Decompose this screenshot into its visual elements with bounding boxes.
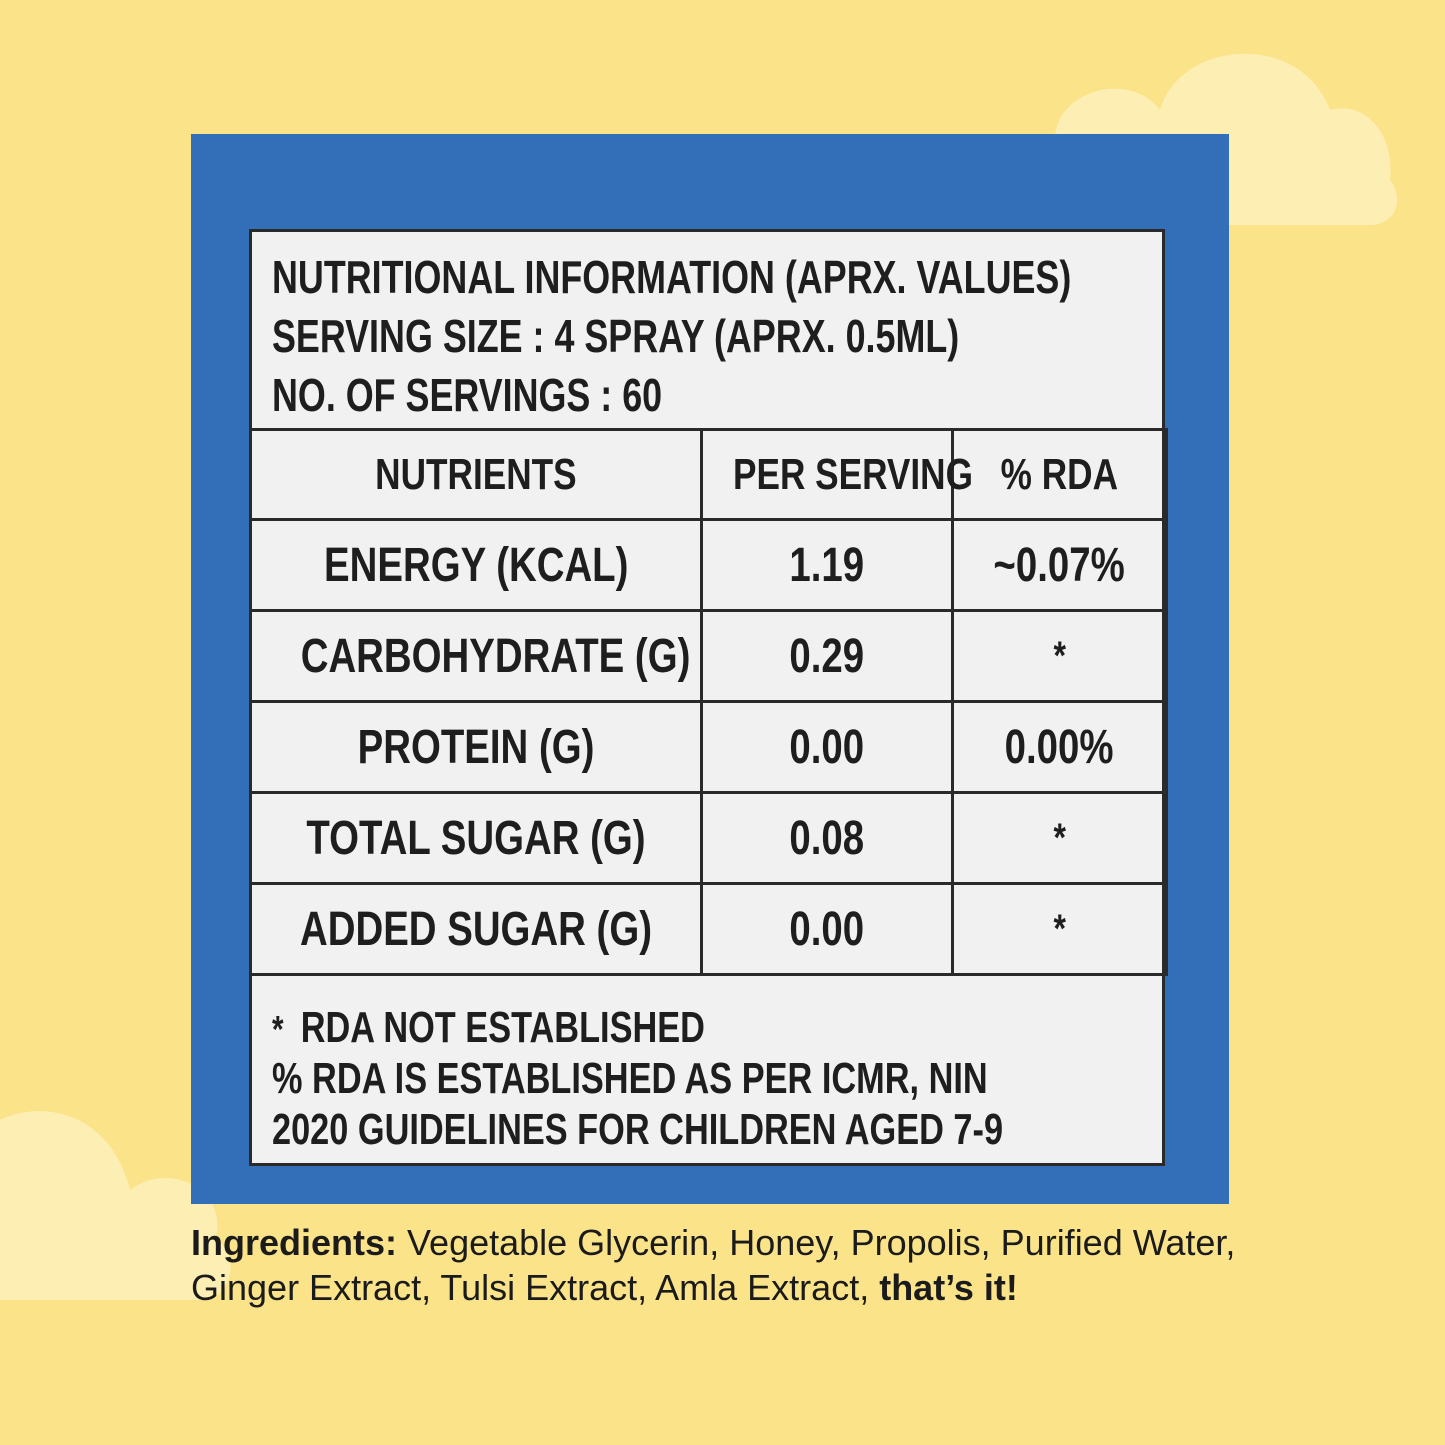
ingredients-closing: that’s it! — [879, 1267, 1018, 1308]
nutrition-header: NUTRITIONAL INFORMATION (APRX. VALUES) S… — [272, 248, 1297, 425]
table-row: PROTEIN (G) 0.00 0.00% — [249, 700, 1168, 794]
table-row: CARBOHYDRATE (G) 0.29 * — [249, 609, 1168, 703]
rda-value: 0.00% — [951, 700, 1168, 794]
footnote-line-2: % RDA IS ESTABLISHED AS PER ICMR, NIN — [272, 1054, 988, 1103]
cloud-bottom-left-icon — [0, 1111, 231, 1300]
footnote-line-1: * RDA NOT ESTABLISHED — [272, 1003, 705, 1052]
table-row: ENERGY (KCAL) 1.19 ~0.07% — [249, 518, 1168, 612]
footnote-line-3: 2020 GUIDELINES FOR CHILDREN AGED 7-9 — [272, 1105, 1004, 1154]
per-serving-value: 1.19 — [700, 518, 954, 612]
column-header-nutrients: NUTRIENTS — [249, 428, 703, 521]
nutrient-name: TOTAL SUGAR (G) — [249, 791, 703, 885]
table-row: ADDED SUGAR (G) 0.00 * — [249, 882, 1168, 976]
nutrient-name: CARBOHYDRATE (G) — [249, 609, 703, 703]
per-serving-value: 0.00 — [700, 700, 954, 794]
per-serving-value: 0.08 — [700, 791, 954, 885]
ingredients-list: Vegetable Glycerin, Honey, Propolis, Pur… — [191, 1222, 1236, 1308]
nutrition-panel: NUTRITIONAL INFORMATION (APRX. VALUES) S… — [249, 229, 1168, 1166]
footnote-asterisk: * — [272, 1009, 284, 1051]
nutrition-title: NUTRITIONAL INFORMATION (APRX. VALUES) — [272, 251, 1072, 303]
servings-count: NO. OF SERVINGS : 60 — [272, 369, 663, 421]
ingredients-label: Ingredients: — [191, 1222, 398, 1263]
table-header-row: NUTRIENTS PER SERVING % RDA — [249, 428, 1168, 521]
rda-value: * — [951, 882, 1168, 976]
nutrition-table: NUTRIENTS PER SERVING % RDA ENERGY (KCAL… — [249, 428, 1168, 976]
rda-value: ~0.07% — [951, 518, 1168, 612]
table-row: TOTAL SUGAR (G) 0.08 * — [249, 791, 1168, 885]
nutrient-name: PROTEIN (G) — [249, 700, 703, 794]
nutrient-name: ADDED SUGAR (G) — [249, 882, 703, 976]
per-serving-value: 0.29 — [700, 609, 954, 703]
rda-value: * — [951, 609, 1168, 703]
rda-value: * — [951, 791, 1168, 885]
column-header-rda: % RDA — [951, 428, 1168, 521]
ingredients-text: Ingredients: Vegetable Glycerin, Honey, … — [191, 1220, 1291, 1310]
nutrition-footnote: * RDA NOT ESTABLISHED % RDA IS ESTABLISHE… — [272, 1002, 1209, 1155]
per-serving-value: 0.00 — [700, 882, 954, 976]
serving-size: SERVING SIZE : 4 SPRAY (APRX. 0.5ML) — [272, 310, 960, 362]
nutrient-name: ENERGY (KCAL) — [249, 518, 703, 612]
column-header-per-serving: PER SERVING — [700, 428, 973, 521]
